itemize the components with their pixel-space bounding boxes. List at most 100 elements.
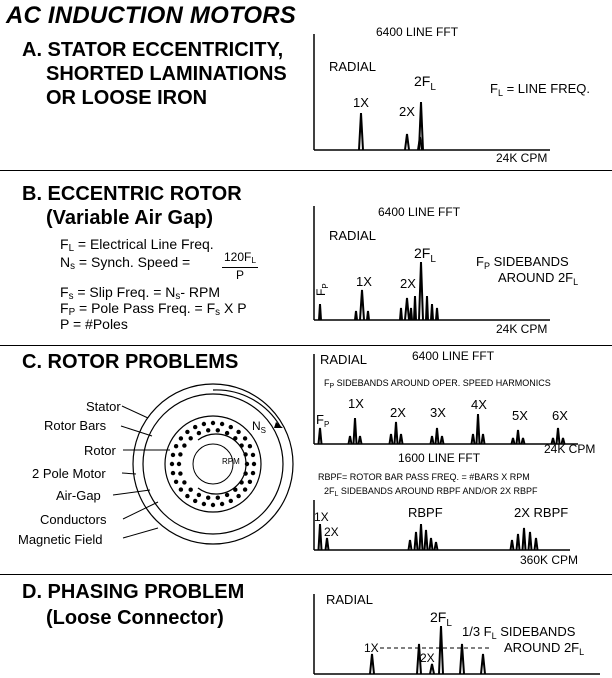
section-d-spectrum: RADIAL 1X 2X 2FL 1/3 FL SIDEBANDS AROUND… (313, 592, 600, 675)
spectral-peak (388, 433, 394, 445)
radial-label: RADIAL (329, 228, 376, 243)
peak-label-1x: 1X (314, 510, 329, 524)
peak-sb (399, 307, 403, 321)
rotor-outer-ring (164, 415, 262, 513)
spectral-peaks (358, 101, 424, 151)
spectral-peaks (318, 261, 439, 321)
peak-sb (435, 307, 439, 321)
rotor-bar-dot (224, 492, 230, 498)
label-rotor-bars: Rotor Bars (44, 418, 107, 433)
fft-label: 1600 LINE FFT (398, 451, 481, 465)
section-d-title-line1: D. PHASING PROBLEM (22, 581, 245, 603)
peak-sb (366, 310, 370, 321)
rotor-bar-dot (173, 444, 179, 449)
rotor-bar-dot (206, 495, 211, 500)
spectral-peak (418, 523, 424, 551)
section-a-title-line2: SHORTED LAMINATIONS (46, 63, 287, 85)
spectral-peak (317, 427, 323, 445)
peak-2x (429, 663, 435, 675)
x-max-label: 24K CPM (496, 322, 547, 336)
spectral-peak (527, 531, 533, 551)
divider-3 (0, 574, 612, 575)
peak-label-1x: 1X (356, 274, 372, 289)
peak-label-2x: 2X (324, 525, 339, 539)
fft-label: 6400 LINE FFT (376, 25, 459, 39)
ns-label: NS (252, 419, 266, 435)
peak-sb (480, 653, 486, 675)
rotor-bar-dot (178, 452, 183, 457)
peak-label-2fl: 2FL (430, 609, 452, 629)
formula-slip-freq: Fs = Slip Freq. = Ns- RPM (60, 284, 220, 302)
rotor-bar-dot (219, 421, 225, 427)
peak-label-fp: FP (316, 412, 329, 429)
spectral-peaks (317, 523, 539, 551)
spectral-peak (439, 435, 445, 445)
spectral-peak (428, 537, 434, 551)
label-2-pole-motor: 2 Pole Motor (32, 466, 106, 481)
section-b-title-line1: B. ECCENTRIC ROTOR (22, 183, 242, 205)
label-rotor: Rotor (84, 443, 116, 458)
peak-2x (404, 133, 410, 151)
formula-line-freq: FL = Electrical Line Freq. (60, 236, 214, 254)
rotor-bar-dot (193, 498, 198, 504)
section-c-spectrum-upper: RADIAL 6400 LINE FFT FP SIDEBANDS AROUND… (313, 350, 595, 456)
peak-label-1x: 1X (348, 396, 364, 411)
peak-2x (404, 297, 410, 321)
sideband-note-line2: AROUND 2FL (504, 640, 584, 657)
sideband-note-line1: 1/3 FL SIDEBANDS (462, 624, 576, 641)
formula-pole-pass: FP = Pole Pass Freq. = Fs X P (60, 300, 247, 318)
rotor-bar-dot (176, 461, 182, 467)
spectral-peak (429, 435, 435, 445)
rotor-bar-dot (169, 461, 175, 467)
peak-label-2fl: 2FL (414, 73, 436, 93)
peak-label-2x-rbpf: 2X RBPF (514, 505, 568, 520)
rotor-bar-dot (236, 493, 241, 499)
rbpf-sideband-note: 2FL SIDEBANDS AROUND RBPF AND/OR 2X RBPF (324, 486, 538, 498)
sideband-note-line1: FP SIDEBANDS (476, 254, 569, 271)
peak-sb (409, 307, 413, 321)
stator-outer-ring (132, 383, 294, 545)
peak-label-2x: 2X (420, 651, 435, 665)
section-b-title-line2: (Variable Air Gap) (46, 207, 214, 229)
rotor-bar-dot (178, 436, 184, 441)
sideband-note: FP SIDEBANDS AROUND OPER. SPEED HARMONIC… (324, 378, 551, 390)
rotor-bar-dot (215, 428, 220, 433)
peak-label-2x: 2X (399, 104, 415, 119)
formula-fraction: 120FL P (222, 250, 258, 282)
rotor-bar-dot (224, 430, 230, 436)
rbpf-definition: RBPF= ROTOR BAR PASS FREQ. = #BARS X RPM (318, 472, 530, 482)
line-freq-note: FL = LINE FREQ. (490, 81, 590, 98)
spectral-peak (550, 437, 556, 445)
rpm-arc (197, 433, 247, 495)
label-air-gap: Air-Gap (56, 488, 101, 503)
rotor-bar-dot (247, 479, 253, 484)
page-title: AC INDUCTION MOTORS (6, 2, 297, 29)
rotor-bar-dot (193, 424, 198, 430)
fraction-numerator: 120FL (222, 250, 258, 268)
field-arc (212, 389, 281, 427)
rotor-bar-dot (182, 443, 187, 448)
rotor-bars (169, 420, 257, 508)
spectral-peak (520, 437, 526, 445)
spectral-peak (352, 417, 358, 445)
spectral-peak (407, 539, 413, 551)
rotor-bar-dot (242, 487, 248, 492)
rotor-bar-dot (178, 487, 184, 492)
leader-lines (112, 405, 170, 539)
spectral-peak (509, 539, 515, 551)
spectral-peak (347, 435, 353, 445)
x-max-label: 24K CPM (544, 442, 595, 456)
peak-label-fp: FP (314, 283, 330, 296)
spectral-peaks (369, 625, 486, 675)
spectral-peak (357, 435, 363, 445)
spectral-peak (515, 533, 521, 551)
rotor-bar-dot (219, 501, 225, 507)
peak-label-6x: 6X (552, 408, 568, 423)
peak-label-1x: 1X (353, 95, 369, 110)
rpm-label: RPM (222, 457, 240, 466)
rotor-bar-dot (251, 461, 257, 467)
radial-label: RADIAL (326, 592, 373, 607)
rotor-bar-dot (170, 470, 176, 476)
formula-poles: P = #Poles (60, 316, 128, 332)
peak-label-4x: 4X (471, 397, 487, 412)
